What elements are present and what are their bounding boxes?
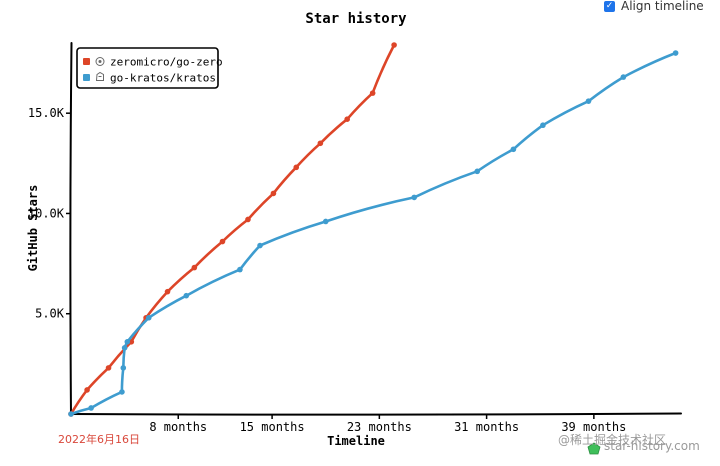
kratos-logo-icon	[95, 71, 104, 81]
zero-logo-icon	[95, 57, 105, 66]
watermark-site: star-history.com	[604, 439, 700, 453]
data-point-kratos	[411, 194, 418, 201]
data-point-kratos	[237, 266, 243, 273]
data-point-kratos	[121, 345, 128, 351]
legend-swatch-go-zero	[83, 58, 90, 65]
x-axis-title: Timeline	[327, 434, 385, 448]
data-point-kratos	[322, 218, 329, 225]
data-point-kratos	[124, 339, 131, 345]
data-point-go-zero	[105, 365, 112, 371]
y-tick-label: 15.0K	[28, 106, 65, 120]
legend-label-kratos: go-kratos/kratos	[110, 72, 216, 85]
x-axis-line	[70, 412, 682, 416]
data-point-go-zero	[219, 238, 226, 245]
legend-swatch-kratos	[83, 74, 90, 81]
data-point-kratos	[119, 389, 125, 395]
data-point-go-zero	[164, 288, 171, 295]
x-tick-label: 31 months	[454, 420, 519, 434]
data-point-go-zero	[270, 190, 277, 197]
data-point-kratos	[145, 314, 152, 321]
x-tick-label: 8 months	[149, 420, 207, 434]
chart-title: Star history	[305, 11, 407, 27]
data-point-go-zero	[245, 216, 251, 223]
data-point-kratos	[88, 405, 94, 411]
data-point-kratos	[540, 122, 546, 129]
data-point-go-zero	[344, 116, 350, 123]
data-point-kratos	[68, 411, 74, 417]
watermark: star-history.com @稀土掘金技术社区	[558, 432, 700, 455]
series-layer	[68, 42, 679, 417]
align-timeline-label: Align timeline	[621, 0, 704, 13]
align-timeline-checkbox[interactable]: ✓	[604, 0, 615, 12]
x-tick-label: 39 months	[561, 420, 626, 434]
data-point-go-zero	[369, 90, 376, 96]
data-point-kratos	[510, 146, 517, 153]
y-axis-ticks: 5.0K 10.0K 15.0K	[28, 106, 71, 321]
align-timeline-toggle[interactable]: ✓ Align timeline	[604, 0, 704, 14]
legend-box	[76, 47, 219, 89]
data-point-go-zero	[317, 140, 324, 147]
data-point-go-zero	[391, 42, 397, 48]
data-point-kratos	[257, 242, 263, 249]
data-point-kratos	[474, 168, 481, 175]
data-point-kratos	[120, 365, 127, 371]
date-label: 2022年6月16日	[58, 432, 140, 446]
y-axis-line	[69, 42, 73, 415]
data-point-kratos	[183, 292, 190, 299]
y-tick-label: 10.0K	[28, 206, 65, 220]
x-axis-ticks: 8 months 15 months 23 months 31 months 39 mo…	[149, 414, 626, 434]
y-axis-title: GitHub Stars	[26, 185, 40, 272]
x-tick-label: 23 months	[347, 420, 412, 434]
x-tick-label: 15 months	[240, 420, 305, 434]
star-history-logo-icon	[587, 442, 601, 455]
data-point-kratos	[672, 50, 679, 56]
data-point-go-zero	[191, 264, 198, 271]
data-point-go-zero	[293, 164, 300, 171]
series-line-kratos	[69, 51, 677, 416]
watermark-juejin: @稀土掘金技术社区	[558, 432, 666, 447]
data-point-kratos	[585, 98, 592, 104]
legend: zeromicro/go-zero go-kratos/kratos	[76, 47, 223, 89]
data-point-go-zero	[84, 387, 90, 393]
y-tick-label: 5.0K	[35, 307, 65, 321]
legend-label-go-zero: zeromicro/go-zero	[110, 56, 223, 69]
series-line-go-zero	[69, 43, 396, 416]
data-point-kratos	[620, 74, 627, 80]
